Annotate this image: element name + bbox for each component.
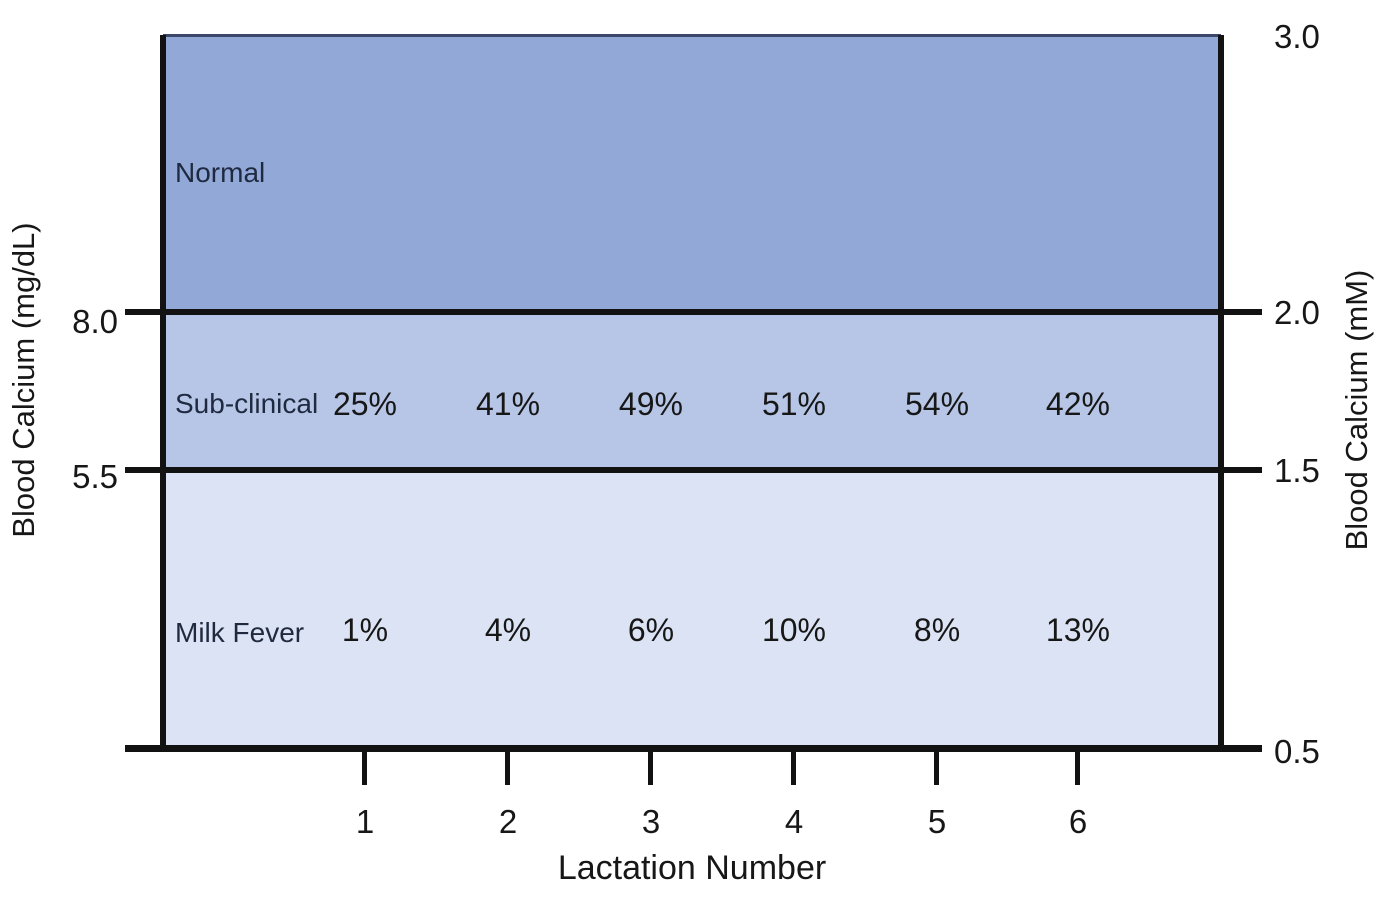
zone-band-normal [163, 35, 1221, 312]
x-tick-label-4: 4 [784, 803, 804, 840]
y-right-tick-label-3-0: 3.0 [1274, 18, 1320, 55]
milk-fever-pct-lactation-4: 10% [761, 612, 827, 648]
zone-label-milk-fever: Milk Fever [175, 617, 305, 648]
y-axis-left-title: Blood Calcium (mg/dL) [6, 222, 41, 538]
y-right-tick-label-1-5: 1.5 [1274, 452, 1320, 489]
x-tick-label-1: 1 [355, 803, 375, 840]
subclinical-pct-lactation-2: 41% [475, 386, 541, 422]
y-left-tick-label-5-5: 5.5 [72, 458, 118, 495]
milk-fever-pct-lactation-3: 6% [627, 612, 675, 648]
subclinical-pct-lactation-5: 54% [905, 386, 970, 422]
y-axis-right-title: Blood Calcium (mM) [1339, 269, 1374, 551]
x-axis-title: Lactation Number [557, 849, 827, 887]
threshold-line-5-5-mgdl [125, 467, 1262, 473]
zone-band-subclinical [163, 312, 1221, 470]
x-tick-label-5: 5 [927, 803, 947, 840]
x-tick-6 [1075, 752, 1080, 785]
x-axis-line [125, 745, 1262, 752]
milk-fever-pct-lactation-6: 13% [1045, 612, 1110, 648]
plot-top-border [163, 34, 1221, 37]
x-tick-label-3: 3 [641, 803, 661, 840]
zone-band-milk-fever [163, 470, 1221, 748]
y-left-tick-label-8-0: 8.0 [72, 303, 118, 340]
x-tick-3 [648, 752, 653, 785]
threshold-line-8-mgdl [125, 309, 1262, 315]
x-tick-label-2: 2 [498, 803, 518, 840]
y-axis-left-spine [160, 35, 166, 748]
y-right-tick-label-0-5: 0.5 [1274, 733, 1320, 770]
x-tick-label-6: 6 [1068, 803, 1088, 840]
plot-area: Normal Sub-clinical Milk Fever 25% 41% 4… [163, 35, 1221, 748]
milk-fever-pct-lactation-2: 4% [484, 612, 532, 648]
subclinical-pct-lactation-1: 25% [332, 386, 397, 422]
milk-fever-pct-lactation-1: 1% [341, 612, 389, 648]
y-right-tick-label-2-0: 2.0 [1274, 294, 1320, 331]
subclinical-pct-lactation-6: 42% [1045, 386, 1110, 422]
x-tick-2 [505, 752, 510, 785]
zone-label-subclinical: Sub-clinical [175, 388, 319, 419]
y-axis-right-spine [1218, 35, 1224, 748]
subclinical-pct-lactation-3: 49% [618, 386, 683, 422]
x-tick-5 [934, 752, 939, 785]
x-tick-1 [362, 752, 367, 785]
x-tick-4 [791, 752, 796, 785]
subclinical-pct-lactation-4: 51% [761, 386, 827, 422]
zone-label-normal: Normal [175, 157, 266, 188]
milk-fever-pct-lactation-5: 8% [913, 612, 961, 648]
